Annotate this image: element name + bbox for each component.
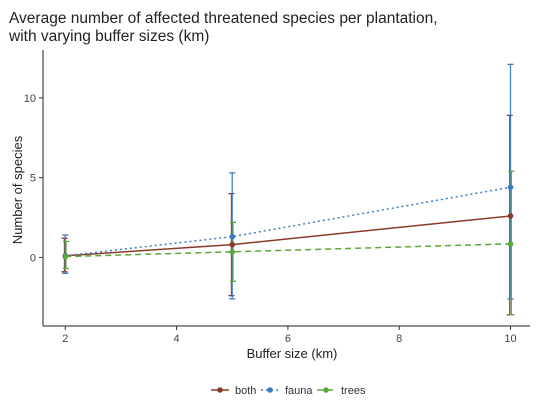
legend: both fauna trees — [211, 385, 366, 397]
x-tick-label: 8 — [396, 333, 402, 345]
data-point-trees — [507, 241, 514, 247]
data-point-fauna — [507, 184, 514, 191]
y-tick-label: 0 — [30, 252, 36, 264]
legend-marker-fauna — [267, 387, 273, 393]
series-line-trees — [65, 243, 511, 258]
y-tick-label: 5 — [30, 173, 36, 185]
legend-marker-both — [217, 387, 223, 393]
x-tick-label: 10 — [504, 333, 516, 345]
legend-label-trees: trees — [341, 385, 366, 397]
x-tick-label: 4 — [174, 333, 180, 345]
data-point-trees — [62, 253, 69, 260]
data-point-trees — [229, 249, 236, 255]
chart-subtitle: with varying buffer sizes (km) — [8, 28, 209, 45]
x-tick-label: 2 — [62, 333, 68, 345]
series-line-fauna — [65, 186, 511, 257]
x-axis-label: Buffer size (km) — [247, 346, 338, 361]
legend-label-fauna: fauna — [285, 385, 313, 397]
chart-title: Average number of affected threatened sp… — [9, 10, 438, 27]
data-point-both — [229, 241, 236, 248]
legend-marker-trees — [323, 387, 329, 393]
legend-label-both: both — [235, 385, 256, 397]
x-tick-label: 6 — [285, 333, 291, 345]
data-point-both — [507, 213, 514, 219]
data-point-fauna — [229, 233, 236, 240]
y-axis-label: Number of species — [10, 135, 25, 244]
plot-area: 2 4 6 8 10 0 5 10 — [24, 50, 530, 345]
y-tick-label: 10 — [24, 93, 36, 105]
